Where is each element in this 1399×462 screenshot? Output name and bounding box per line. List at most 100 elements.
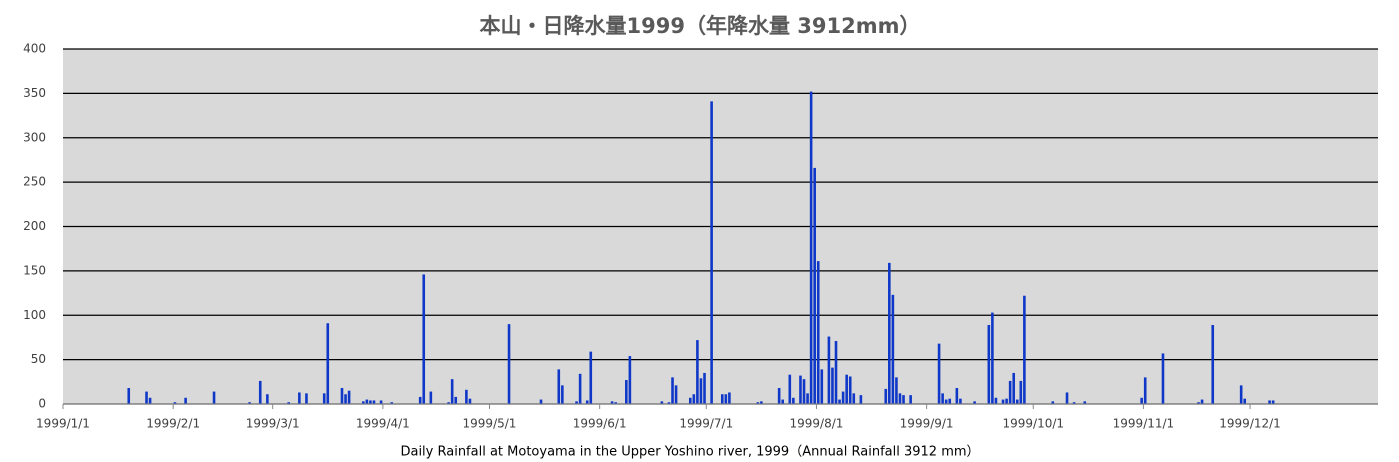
x-tick-label: 1999/1/1: [36, 417, 90, 431]
bar: [848, 376, 852, 404]
x-tick-label: 1999/11/1: [1113, 417, 1175, 431]
bar: [578, 373, 582, 404]
bar: [710, 101, 713, 405]
bar: [852, 393, 856, 404]
bar: [465, 389, 468, 404]
bar: [589, 351, 593, 404]
x-tick-label: 1999/4/1: [356, 417, 410, 431]
bar: [258, 380, 262, 404]
bar: [322, 393, 326, 404]
bar: [703, 372, 706, 404]
bar: [145, 391, 148, 404]
bar: [973, 401, 976, 404]
bar: [418, 396, 422, 404]
y-tick-label: 400: [23, 42, 46, 56]
bar: [955, 388, 959, 404]
bar: [799, 375, 802, 404]
bar: [788, 374, 792, 404]
bar: [347, 390, 351, 404]
bar: [212, 391, 216, 404]
bar: [1008, 380, 1012, 404]
bar: [959, 398, 962, 404]
bar: [777, 388, 781, 404]
bar: [1005, 398, 1008, 404]
y-tick-label: 350: [23, 86, 46, 100]
bar: [902, 395, 905, 404]
bar: [756, 402, 760, 404]
bar: [1239, 385, 1243, 404]
bar: [859, 395, 863, 404]
bar: [287, 402, 290, 404]
bar: [991, 312, 994, 404]
bar: [760, 401, 763, 404]
x-tick-label: 1999/10/1: [1002, 417, 1064, 431]
bar: [827, 336, 831, 404]
bar: [184, 397, 187, 404]
bar: [372, 400, 376, 404]
bar: [948, 398, 952, 404]
bar: [1143, 377, 1147, 404]
bar: [806, 393, 809, 404]
y-tick-label: 150: [23, 263, 46, 277]
bar: [628, 356, 632, 404]
bar: [1001, 399, 1005, 404]
bar: [468, 398, 472, 404]
bar: [422, 274, 426, 404]
bar: [1083, 401, 1087, 404]
y-tick-label: 250: [23, 175, 46, 189]
bar: [1211, 325, 1215, 404]
bar: [994, 397, 998, 404]
bar: [888, 262, 891, 404]
bar: [575, 401, 578, 404]
x-tick-label: 1999/7/1: [679, 417, 733, 431]
bar: [344, 394, 347, 404]
bar: [1012, 372, 1016, 404]
bar: [1065, 392, 1069, 404]
y-tick-label: 0: [38, 397, 46, 411]
bar: [362, 401, 365, 404]
bar: [813, 167, 816, 404]
bar: [724, 394, 728, 404]
bar: [148, 397, 152, 404]
y-tick-label: 100: [23, 308, 46, 322]
bar: [1271, 400, 1275, 404]
bar: [831, 367, 834, 404]
bar: [838, 399, 841, 404]
bar: [781, 399, 784, 404]
bar: [816, 261, 820, 404]
bar: [173, 402, 177, 404]
bar: [660, 401, 664, 404]
bar: [1268, 400, 1271, 404]
bar: [1243, 398, 1247, 404]
x-tick-label: 1999/6/1: [573, 417, 627, 431]
bar: [1200, 399, 1204, 404]
bar: [326, 323, 330, 404]
bar: [1161, 353, 1165, 404]
bar: [937, 343, 941, 404]
bar: [696, 340, 699, 404]
bar: [625, 380, 628, 404]
y-tick-label: 50: [31, 352, 46, 366]
bar: [248, 402, 251, 404]
bar: [667, 402, 671, 404]
bar: [305, 393, 308, 404]
bar: [944, 399, 948, 404]
bar: [688, 397, 692, 404]
x-tick-label: 1999/9/1: [900, 417, 954, 431]
bar: [884, 388, 888, 404]
bar: [507, 324, 511, 404]
bar: [127, 388, 131, 404]
bar: [898, 393, 902, 404]
bar: [1019, 380, 1023, 404]
bar: [365, 399, 369, 404]
bar: [610, 401, 614, 404]
x-tick-label: 1999/8/1: [790, 417, 844, 431]
bar: [585, 400, 589, 404]
bar: [845, 374, 848, 404]
bar: [671, 377, 674, 404]
bar: [1140, 397, 1143, 404]
bar: [720, 394, 724, 404]
bar: [1051, 401, 1055, 404]
bar: [1197, 402, 1200, 404]
